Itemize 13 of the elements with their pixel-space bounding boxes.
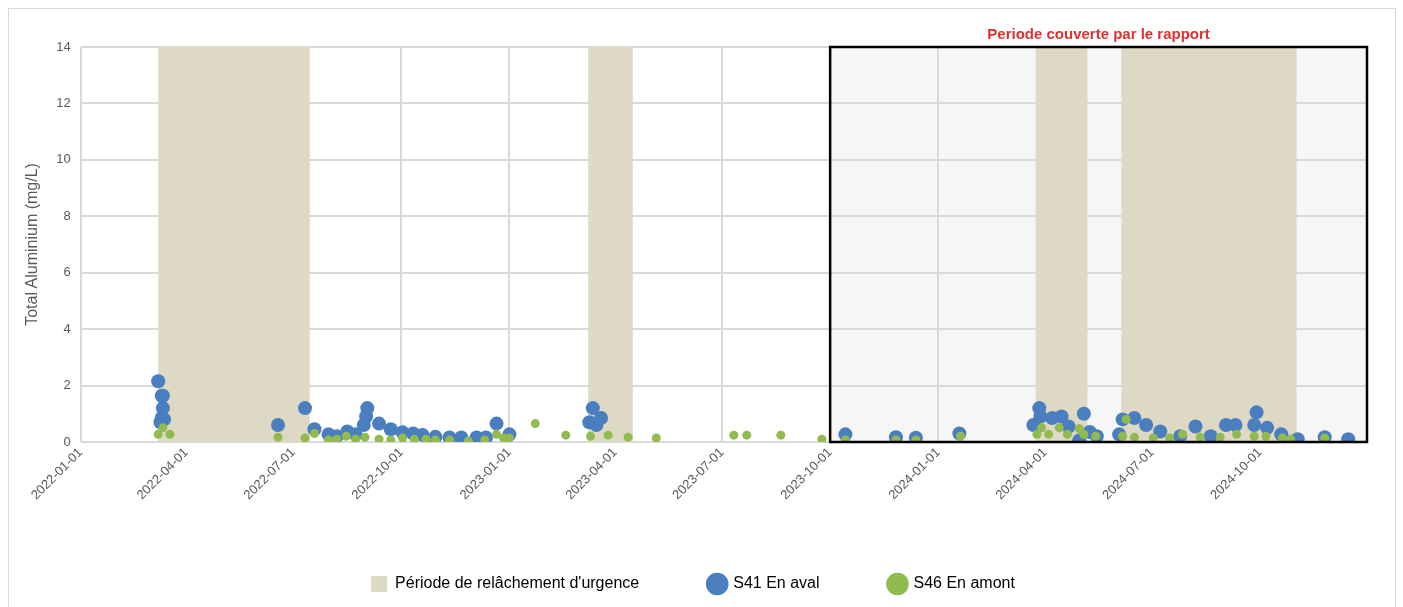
y-tick-label: 6: [63, 264, 71, 280]
y-tick-label: 4: [63, 320, 71, 336]
y-tick-label: 8: [63, 207, 71, 223]
legend-label: S46 En amont: [913, 574, 1016, 592]
legend-label: S41 En aval: [733, 574, 820, 592]
y-tick-label: 14: [56, 38, 71, 54]
y-tick-label: 0: [63, 433, 71, 449]
y-tick-label: 2: [63, 377, 71, 393]
y-tick-label: 12: [56, 95, 71, 110]
y-tick-label: 10: [56, 151, 71, 167]
y-axis-title: Total Aluminium (mg/L): [23, 163, 41, 326]
band-label: Periode couverte par le rapport: [987, 25, 1210, 43]
legend-label: Période de relâchement d'urgence: [395, 574, 640, 592]
